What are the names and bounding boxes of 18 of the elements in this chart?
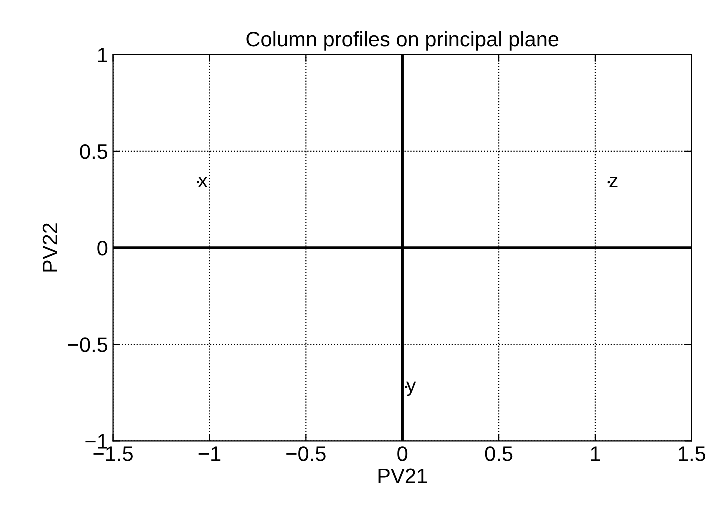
series-label: y xyxy=(406,382,416,396)
series-label: x xyxy=(198,177,208,188)
x-tick-label: 0.5 xyxy=(485,446,513,462)
y-tick-label: 1 xyxy=(98,48,108,62)
y-tick-label: −0.5 xyxy=(68,338,108,352)
x-tick-label: 1.5 xyxy=(679,446,706,462)
y-axis-title: PV22 xyxy=(42,224,58,272)
x-tick-label: −1 xyxy=(198,446,221,462)
x-tick-label: −1.5 xyxy=(94,446,133,462)
x-tick-label: −0.5 xyxy=(286,446,326,462)
x-tick-label: 1 xyxy=(591,446,600,462)
y-tick-label: 0.5 xyxy=(80,144,108,160)
y-tick-label: 0 xyxy=(98,241,108,256)
x-axis-title: PV21 xyxy=(378,468,428,484)
x-tick-label: 0 xyxy=(398,446,408,462)
chart-title: Column profiles on principal plane xyxy=(246,31,559,51)
series-label: z xyxy=(610,177,618,188)
y-tick-label: −1 xyxy=(86,434,108,449)
